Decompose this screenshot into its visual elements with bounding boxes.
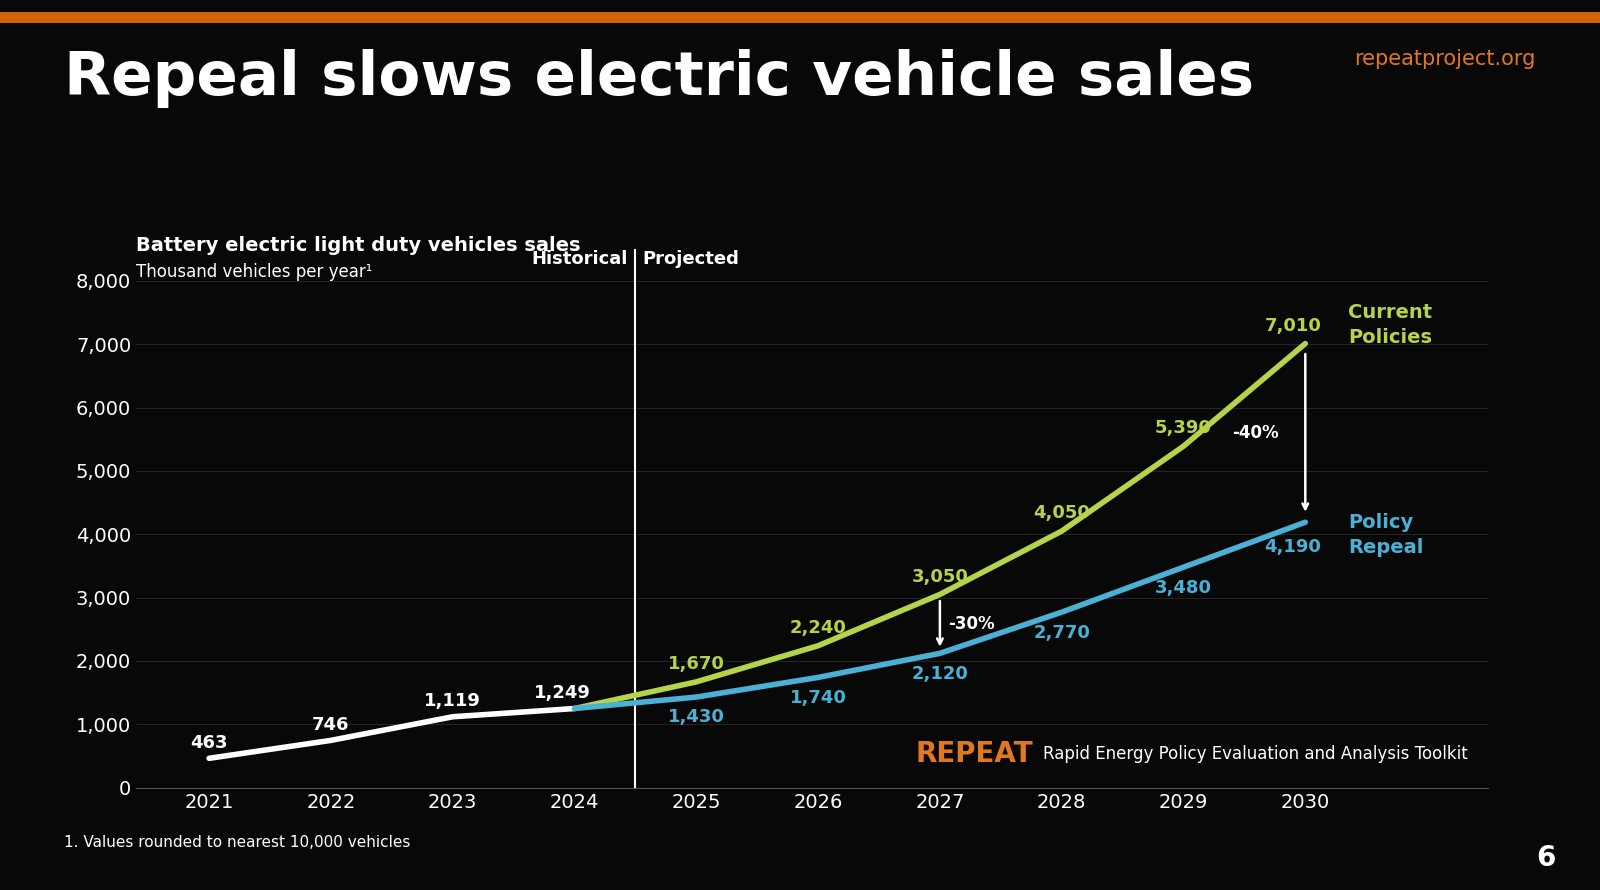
- Text: 1,430: 1,430: [667, 708, 725, 726]
- Text: 1,670: 1,670: [667, 655, 725, 673]
- Text: 1. Values rounded to nearest 10,000 vehicles: 1. Values rounded to nearest 10,000 vehi…: [64, 835, 410, 850]
- Text: 2,770: 2,770: [1034, 624, 1090, 642]
- Text: -30%: -30%: [949, 615, 995, 633]
- Text: 3,050: 3,050: [912, 568, 968, 586]
- Text: Battery electric light duty vehicles sales: Battery electric light duty vehicles sal…: [136, 236, 581, 255]
- Text: Repeal slows electric vehicle sales: Repeal slows electric vehicle sales: [64, 49, 1254, 108]
- Text: Rapid Energy Policy Evaluation and Analysis Toolkit: Rapid Energy Policy Evaluation and Analy…: [1043, 745, 1469, 763]
- Text: -40%: -40%: [1232, 424, 1278, 442]
- Text: 1,740: 1,740: [790, 689, 846, 707]
- Text: 1,249: 1,249: [534, 684, 590, 702]
- Text: 746: 746: [312, 716, 350, 734]
- Text: 7,010: 7,010: [1264, 317, 1322, 335]
- Text: 3,480: 3,480: [1155, 578, 1211, 596]
- Text: 463: 463: [190, 734, 227, 752]
- Text: 5,390: 5,390: [1155, 419, 1211, 437]
- Text: 1,119: 1,119: [424, 692, 482, 710]
- Text: Policy
Repeal: Policy Repeal: [1347, 513, 1424, 557]
- Text: repeatproject.org: repeatproject.org: [1355, 49, 1536, 69]
- Text: Projected: Projected: [643, 250, 739, 268]
- Text: REPEAT: REPEAT: [915, 740, 1034, 768]
- Text: Historical: Historical: [531, 250, 629, 268]
- Text: 4,190: 4,190: [1264, 538, 1322, 556]
- Text: 4,050: 4,050: [1034, 505, 1090, 522]
- Text: 2,240: 2,240: [790, 619, 846, 637]
- Text: Thousand vehicles per year¹: Thousand vehicles per year¹: [136, 263, 373, 280]
- Text: Current
Policies: Current Policies: [1347, 303, 1432, 346]
- Text: 6: 6: [1536, 845, 1555, 872]
- Text: 2,120: 2,120: [912, 665, 968, 683]
